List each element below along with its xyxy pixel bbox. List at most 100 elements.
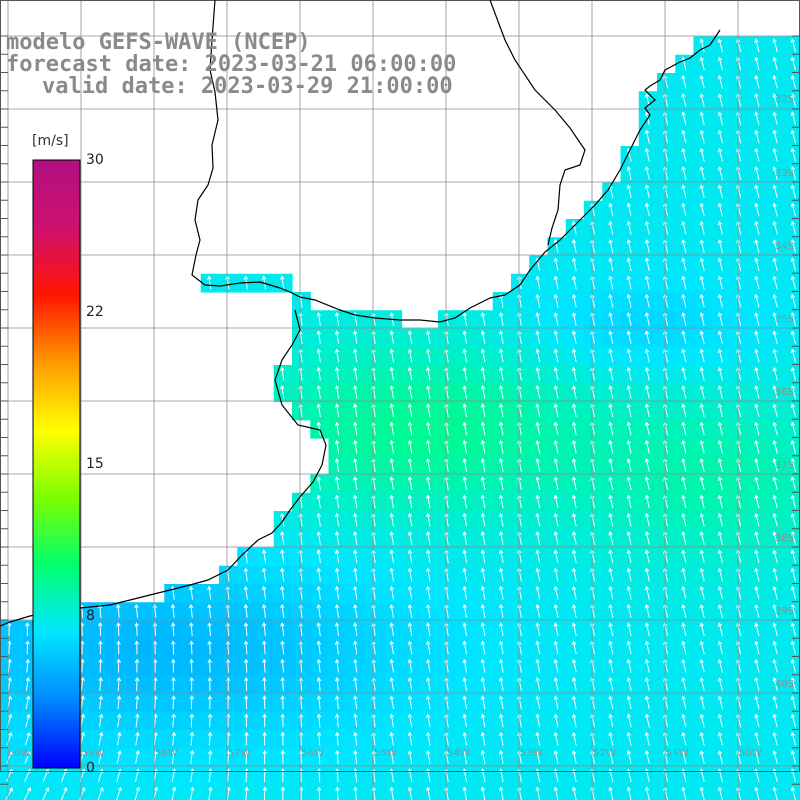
- wind-arrow: [116, 713, 122, 728]
- wind-arrow: [334, 549, 340, 564]
- wind-arrow: [571, 293, 577, 308]
- lon-label: 50W: [739, 748, 762, 759]
- wind-arrow: [626, 184, 632, 199]
- wind-arrow: [425, 458, 431, 472]
- wind-arrow: [498, 549, 504, 564]
- wind-arrow: [754, 403, 760, 418]
- wind-arrow: [790, 239, 796, 253]
- wind-arrow: [425, 366, 431, 381]
- wind-arrow: [262, 658, 267, 673]
- wind-arrow: [790, 458, 796, 472]
- wind-arrow: [407, 567, 413, 582]
- wind-arrow: [316, 567, 321, 582]
- wind-arrow: [535, 330, 541, 345]
- wind-arrow: [699, 567, 705, 582]
- wind-arrow: [699, 604, 705, 618]
- wind-arrow: [535, 640, 541, 655]
- wind-arrow: [772, 695, 778, 710]
- wind-arrow: [608, 585, 614, 600]
- wind-arrow: [498, 713, 504, 728]
- wind-arrow: [244, 713, 249, 728]
- wind-cell: [419, 784, 439, 800]
- wind-arrow: [425, 512, 431, 527]
- wind-arrow: [626, 421, 632, 436]
- wind-arrow: [553, 622, 559, 637]
- wind-cell: [784, 748, 800, 768]
- wind-arrow: [571, 348, 577, 363]
- wind-arrow: [571, 713, 577, 728]
- wind-arrow: [280, 585, 285, 600]
- wind-arrow: [243, 658, 249, 673]
- wind-arrow: [754, 166, 760, 180]
- wind-arrow: [699, 658, 705, 673]
- wind-arrow: [754, 111, 760, 126]
- wind-arrow: [535, 786, 541, 800]
- wind-arrow: [754, 677, 760, 691]
- wind-cell: [584, 784, 603, 800]
- wind-arrow: [699, 239, 705, 253]
- wind-arrow: [644, 239, 650, 253]
- wind-arrow: [626, 750, 632, 764]
- wind-arrow: [608, 731, 614, 746]
- wind-arrow: [425, 567, 431, 582]
- wind-arrow: [462, 622, 468, 637]
- wind-arrow: [754, 421, 760, 436]
- wind-arrow: [207, 640, 212, 655]
- wind-arrow: [353, 366, 358, 381]
- wind-arrow: [754, 202, 760, 217]
- wind-arrow: [754, 239, 760, 253]
- wind-arrow: [353, 549, 358, 564]
- wind-arrow: [280, 622, 285, 637]
- wind-arrow: [407, 512, 413, 527]
- wind-arrow: [681, 385, 687, 399]
- wind-arrow: [571, 439, 577, 454]
- wind-arrow: [790, 695, 796, 710]
- wind-arrow: [626, 385, 632, 399]
- wind-arrow: [717, 567, 723, 582]
- wind-arrow: [626, 549, 632, 564]
- wind-arrow: [407, 458, 413, 472]
- wind-arrow: [97, 622, 103, 637]
- wind-arrow: [389, 403, 394, 418]
- wind-arrow: [462, 476, 468, 491]
- wind-arrow: [571, 786, 577, 800]
- wind-arrow: [480, 677, 486, 691]
- wind-arrow: [425, 622, 431, 637]
- wind-arrow: [498, 439, 504, 454]
- wind-arrow: [389, 366, 394, 381]
- wind-arrow: [626, 695, 632, 710]
- wind-arrow: [644, 476, 650, 491]
- wind-arrow: [681, 695, 687, 710]
- wind-arrow: [316, 494, 321, 509]
- wind-cell: [784, 292, 800, 311]
- wind-arrow: [699, 403, 705, 418]
- wind-arrow: [571, 622, 577, 637]
- wind-arrow: [772, 348, 778, 363]
- wind-arrow: [498, 567, 504, 582]
- wind-arrow: [553, 439, 559, 454]
- wind-arrow: [535, 458, 541, 472]
- wind-arrow: [480, 658, 486, 673]
- wind-arrow: [717, 677, 723, 691]
- wind-arrow: [681, 111, 687, 126]
- wind-arrow: [772, 257, 778, 272]
- wind-arrow: [280, 567, 285, 582]
- wind-arrow: [553, 604, 559, 618]
- wind-arrow: [754, 38, 760, 53]
- wind-arrow: [207, 603, 212, 618]
- wind-arrow: [334, 403, 340, 418]
- wind-arrow: [681, 56, 687, 71]
- title-valid-date: valid date: 2023-03-29 21:00:00: [42, 74, 453, 99]
- wind-arrow: [571, 458, 577, 472]
- wind-arrow: [772, 38, 778, 53]
- wind-arrow: [535, 750, 541, 764]
- wind-cell: [748, 784, 768, 800]
- wind-arrow: [316, 330, 321, 345]
- wind-arrow: [754, 439, 760, 454]
- wind-arrow: [790, 38, 796, 53]
- wind-arrow: [790, 731, 796, 746]
- wind-arrow: [571, 220, 577, 235]
- wind-arrow: [425, 330, 431, 345]
- wind-arrow: [644, 512, 650, 527]
- wind-arrow: [334, 476, 340, 491]
